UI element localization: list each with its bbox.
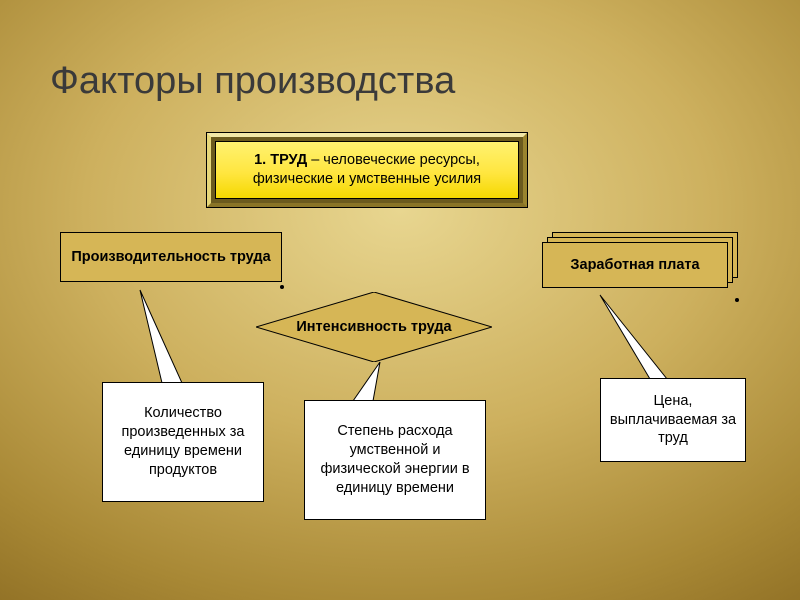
tail-left <box>140 290 182 383</box>
callout-productivity: Количество произведенных за единицу врем… <box>102 382 264 502</box>
tail-center <box>353 362 380 401</box>
callout-intensity-text: Степень расхода умственной и физической … <box>313 422 477 497</box>
callout-productivity-text: Количество произведенных за единицу врем… <box>111 404 255 479</box>
callout-intensity: Степень расхода умственной и физической … <box>304 400 486 520</box>
marker-dot-2 <box>735 298 739 302</box>
callout-salary-text: Цена, выплачиваемая за труд <box>609 392 737 449</box>
tail-right <box>600 295 667 379</box>
marker-dot-1 <box>280 285 284 289</box>
callout-salary: Цена, выплачиваемая за труд <box>600 378 746 462</box>
